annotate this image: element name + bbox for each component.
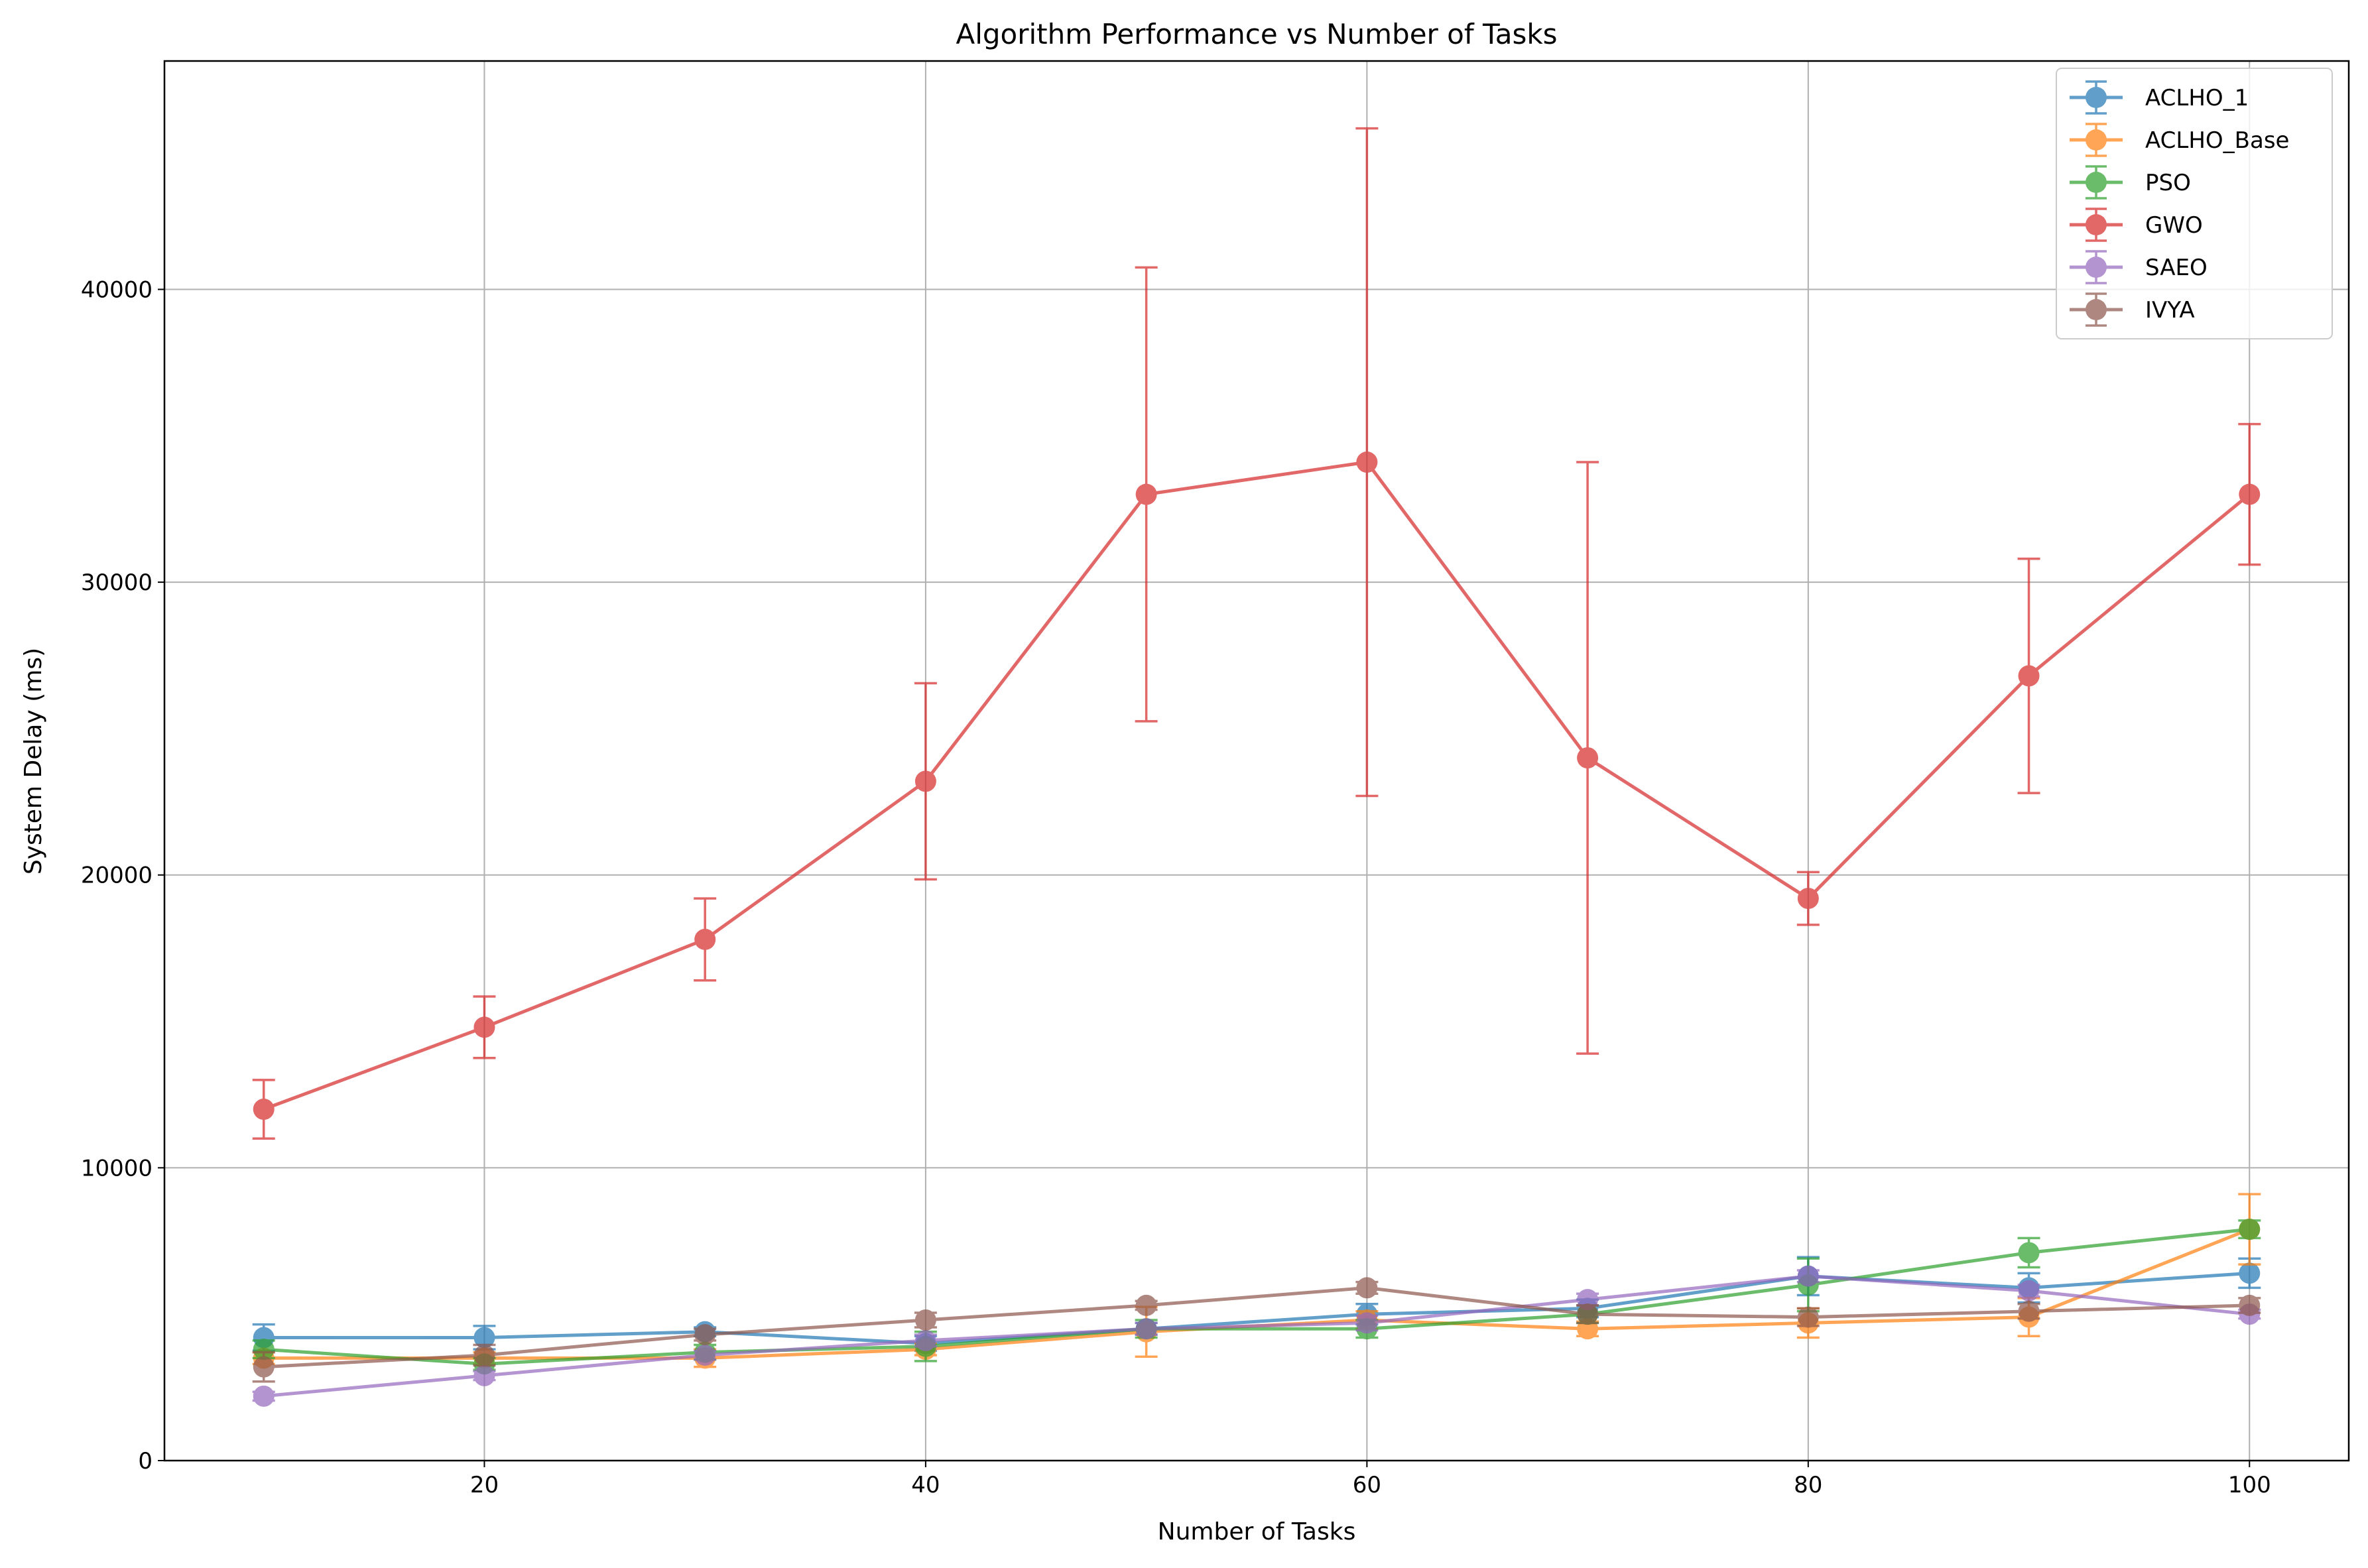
data-point-ivya	[1356, 1277, 1378, 1299]
data-point-ivya	[253, 1356, 275, 1378]
data-point-saeo	[694, 1345, 716, 1366]
x-axis: 20 40 60 80 100	[470, 1461, 2271, 1498]
legend-label-gwo: GWO	[2145, 212, 2203, 239]
data-point-saeo	[1356, 1312, 1378, 1334]
series-ivya	[252, 1277, 2261, 1383]
y-axis: 0 10000 20000 30000 40000	[81, 276, 164, 1475]
data-point-gwo	[253, 1099, 275, 1120]
data-point-ivya	[1577, 1303, 1599, 1325]
y-axis-label: System Delay (ms)	[20, 648, 47, 874]
legend-label-ivya: IVYA	[2145, 297, 2195, 324]
legend-entry-aclho-1: ACLHO_1	[2070, 80, 2249, 115]
data-point-saeo	[2018, 1280, 2040, 1301]
y-tick-label: 40000	[81, 276, 153, 303]
series-line-gwo	[263, 460, 2251, 1111]
data-point-ivya	[2018, 1300, 2040, 1322]
series-gwo	[252, 127, 2261, 1140]
data-point-saeo	[1797, 1265, 1819, 1287]
legend-swatch-marker	[2086, 129, 2107, 151]
y-tick-label: 30000	[81, 570, 153, 596]
data-point-gwo	[1135, 483, 1157, 505]
data-point-pso	[2239, 1219, 2261, 1240]
data-point-saeo	[914, 1329, 936, 1351]
data-point-saeo	[253, 1385, 275, 1407]
legend-swatch-marker	[2086, 214, 2107, 235]
legend-label-aclho-base: ACLHO_Base	[2145, 127, 2289, 154]
series-line-pso	[263, 1227, 2250, 1366]
x-tick-label: 80	[1794, 1472, 1822, 1498]
legend-swatch-aclho-base	[2070, 123, 2123, 157]
data-point-gwo	[914, 770, 936, 792]
legend-box	[2056, 68, 2333, 339]
data-point-pso	[2018, 1242, 2040, 1264]
data-point-pso	[253, 1339, 275, 1360]
data-point-aclho-1	[2239, 1262, 2261, 1284]
legend-label-aclho-1: ACLHO_1	[2145, 85, 2249, 111]
plot-area	[164, 61, 2349, 1461]
legend-label-saeo: SAEO	[2145, 255, 2208, 281]
data-point-gwo	[2018, 665, 2040, 687]
x-tick-label: 100	[2228, 1472, 2271, 1498]
data-point-saeo	[473, 1364, 495, 1386]
legend: ACLHO_1 ACLHO_Base PSO GWO SAEO IVYA	[2056, 68, 2333, 339]
y-tick-label: 0	[138, 1448, 153, 1475]
data-point-ivya	[1797, 1306, 1819, 1328]
x-axis-label: Number of Tasks	[1158, 1518, 1356, 1545]
data-point-ivya	[2239, 1294, 2261, 1316]
legend-label-pso: PSO	[2145, 170, 2191, 196]
legend-swatch-pso	[2070, 165, 2123, 200]
legend-swatch-saeo	[2070, 250, 2123, 284]
series-line-ivya	[263, 1286, 2250, 1369]
data-point-ivya	[473, 1345, 495, 1366]
data-point-gwo	[1797, 888, 1819, 910]
legend-swatch-aclho-1	[2070, 80, 2123, 115]
data-point-ivya	[1135, 1294, 1157, 1316]
legend-entry-saeo: SAEO	[2070, 250, 2208, 284]
data-point-gwo	[1356, 452, 1378, 473]
legend-entry-pso: PSO	[2070, 165, 2191, 200]
data-point-gwo	[2239, 483, 2261, 505]
data-point-ivya	[914, 1309, 936, 1331]
legend-swatch-ivya	[2070, 292, 2123, 327]
data-point-saeo	[1135, 1318, 1157, 1340]
series-layer	[252, 127, 2261, 1407]
legend-swatch-marker	[2086, 257, 2107, 278]
data-point-gwo	[473, 1016, 495, 1038]
data-point-ivya	[694, 1324, 716, 1346]
y-tick-label: 10000	[81, 1155, 153, 1181]
chart-title: Algorithm Performance vs Number of Tasks	[956, 18, 1557, 50]
x-tick-label: 20	[470, 1472, 499, 1498]
data-point-gwo	[694, 928, 716, 950]
y-tick-label: 20000	[81, 863, 153, 889]
legend-swatch-marker	[2086, 172, 2107, 193]
legend-swatch-marker	[2086, 87, 2107, 108]
x-tick-label: 60	[1353, 1472, 1381, 1498]
legend-entry-gwo: GWO	[2070, 208, 2203, 242]
plot-frame	[163, 60, 2350, 1462]
data-point-gwo	[1577, 747, 1599, 769]
x-tick-label: 40	[911, 1472, 940, 1498]
legend-entry-aclho-base: ACLHO_Base	[2070, 123, 2289, 157]
legend-swatch-gwo	[2070, 208, 2123, 242]
data-point-aclho-1	[473, 1327, 495, 1349]
legend-entry-ivya: IVYA	[2070, 292, 2195, 327]
series-line-saeo	[263, 1274, 2250, 1398]
legend-swatch-marker	[2086, 299, 2107, 320]
